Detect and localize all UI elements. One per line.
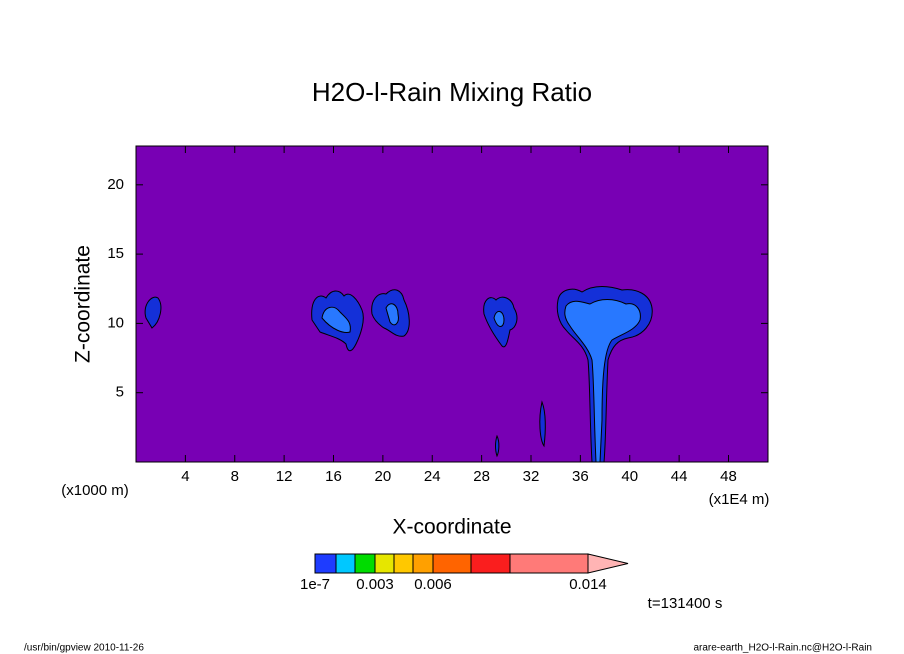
contour — [385, 303, 399, 326]
x-tick-label: 8 — [231, 468, 239, 485]
colorbar-label: 0.014 — [569, 576, 607, 593]
x-unit-note: (x1E4 m) — [709, 491, 770, 508]
colorbar-swatch — [393, 553, 414, 574]
x-tick-label: 16 — [325, 468, 342, 485]
colorbar-swatch — [374, 553, 395, 574]
colorbar-swatch — [314, 553, 337, 574]
colorbar-swatch — [412, 553, 434, 574]
contour — [495, 434, 500, 458]
colorbar-extension — [587, 553, 629, 574]
y-tick-label: 20 — [107, 176, 124, 193]
plot-area — [136, 146, 768, 462]
x-tick-label: 44 — [671, 468, 688, 485]
x-tick-label: 28 — [473, 468, 490, 485]
footer-left: /usr/bin/gpview 2010-11-26 — [24, 643, 144, 654]
colorbar-swatch — [432, 553, 472, 574]
x-tick-label: 20 — [375, 468, 392, 485]
x-axis-label: X-coordinate — [392, 516, 511, 539]
plot-frame — [135, 145, 769, 463]
y-axis-label: Z-coordinate — [72, 245, 95, 363]
colorbar-label: 0.006 — [414, 576, 452, 593]
colorbar-label: 0.003 — [356, 576, 394, 593]
x-tick-label: 36 — [572, 468, 589, 485]
chart-title: H2O-l-Rain Mixing Ratio — [312, 77, 592, 107]
colorbar-swatch — [335, 553, 356, 574]
colorbar-swatch — [354, 553, 376, 574]
x-tick-label: 24 — [424, 468, 441, 485]
time-note: t=131400 s — [648, 595, 723, 612]
footer-right: arare-earth_H2O-l-Rain.nc@H2O-l-Rain — [693, 643, 872, 654]
contour — [321, 306, 351, 333]
y-tick-label: 5 — [116, 384, 124, 401]
colorbar-swatch — [509, 553, 589, 574]
contour — [493, 311, 505, 327]
x-tick-label: 48 — [720, 468, 737, 485]
contour — [144, 296, 162, 329]
contour — [564, 299, 641, 463]
x-unit-note: (x1000 m) — [61, 482, 129, 499]
x-tick-label: 4 — [181, 468, 189, 485]
contour — [539, 400, 546, 448]
x-tick-label: 40 — [621, 468, 638, 485]
contour-fields — [144, 286, 653, 463]
y-tick-label: 15 — [107, 245, 124, 262]
colorbar-swatch — [470, 553, 511, 574]
x-tick-label: 12 — [276, 468, 293, 485]
colorbar-label: 1e-7 — [300, 576, 330, 593]
y-tick-label: 10 — [107, 314, 124, 331]
x-tick-label: 32 — [523, 468, 540, 485]
